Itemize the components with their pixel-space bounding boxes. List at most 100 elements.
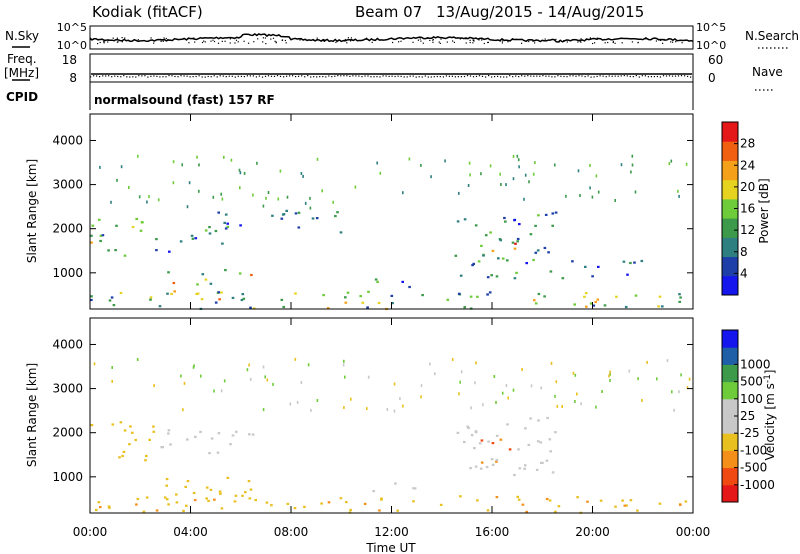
data-cell [486, 293, 489, 296]
data-cell [537, 292, 541, 296]
data-cell [470, 406, 472, 410]
data-cell [589, 302, 593, 305]
noise-search-point [512, 38, 514, 40]
data-cell [238, 272, 242, 275]
noise-search-point [187, 38, 189, 40]
noise-search-point [507, 41, 509, 43]
noise-search-point [592, 42, 594, 45]
noise-search-point [124, 37, 126, 39]
data-cell [186, 438, 189, 441]
velocity-colorbar-tick-label: -500 [740, 461, 767, 475]
nave-point [370, 76, 372, 78]
nave-point [90, 76, 92, 78]
nave-point [650, 76, 652, 78]
nave-point [433, 76, 435, 78]
power-y-ticks: 1000 2000 3000 4000 [52, 133, 693, 280]
nave-point [234, 76, 236, 78]
data-cell [591, 275, 594, 278]
data-cell [482, 403, 484, 407]
data-cell [584, 292, 588, 295]
data-cell [513, 473, 516, 477]
data-cell [551, 471, 555, 474]
nave-point [192, 76, 194, 78]
data-cell [487, 440, 490, 443]
data-cell [523, 464, 527, 467]
data-cell [678, 194, 680, 198]
data-cell [686, 386, 689, 390]
nave-point [144, 75, 146, 77]
nave-point [165, 76, 167, 78]
data-cell [480, 172, 482, 176]
noise-search-point [217, 42, 220, 44]
data-cell [532, 172, 535, 176]
cpid-panel: CPID normalsound (fast) 157 RF [6, 82, 694, 110]
nave-point [258, 75, 260, 77]
data-cell [456, 431, 460, 434]
data-cell [221, 197, 224, 201]
noise-panel: N.Sky 10^5 10^0 10^5 10^0 N.Search [5, 21, 799, 52]
nave-point [270, 75, 273, 77]
nave-point [578, 75, 580, 77]
freq-tick-top: 18 [62, 53, 77, 67]
data-cell [516, 495, 519, 498]
data-cell [439, 503, 443, 506]
velocity-colorbar-tick-label: 1000 [740, 357, 771, 371]
data-cell [499, 239, 502, 242]
velocity-colorbar-label-text: Velocity [m s [763, 383, 777, 460]
data-cell [550, 361, 553, 365]
data-cell [501, 391, 504, 395]
data-cell [231, 296, 235, 299]
x-tick-label: 12:00 [374, 525, 409, 539]
data-cell [633, 261, 636, 264]
nave-point [590, 76, 592, 78]
nave-tick-bottom: 0 [708, 71, 716, 85]
data-cell [680, 373, 682, 377]
data-cell [220, 291, 223, 294]
noise-search-point [478, 39, 480, 41]
data-cell [495, 400, 497, 404]
noise-search-point [660, 39, 662, 41]
noise-search-point [672, 41, 674, 43]
nave-point [292, 75, 294, 77]
nave-point [126, 76, 128, 78]
noise-search-point [412, 41, 414, 43]
noise-search-point [645, 37, 647, 39]
noise-search-point [274, 40, 276, 42]
noise-search-point [97, 43, 99, 45]
data-cell [262, 204, 265, 208]
nave-point [319, 76, 321, 78]
data-cell [361, 301, 365, 304]
data-cell [536, 440, 540, 443]
data-cell [577, 169, 580, 173]
nave-point [243, 76, 245, 78]
data-cell [621, 499, 624, 502]
data-cell [495, 496, 499, 499]
noise-search-point [117, 41, 119, 43]
data-cell [574, 373, 577, 377]
nave-point [436, 75, 438, 78]
data-cell [501, 257, 505, 260]
nave-point [494, 76, 496, 78]
noise-left-tick-top: 10^5 [57, 21, 87, 34]
data-cell [265, 196, 267, 200]
power-y-axis-label: Slant Range [km] [25, 159, 39, 263]
nave-point [189, 76, 191, 78]
data-cell [289, 402, 292, 406]
nave-point [533, 75, 535, 77]
data-cell [343, 406, 345, 410]
nave-point [279, 75, 282, 77]
y-tick-label: 4000 [52, 133, 83, 147]
nave-point [162, 76, 164, 78]
data-cell [121, 454, 124, 458]
nave-point [331, 76, 333, 78]
data-cell [180, 374, 182, 378]
nave-point [301, 75, 303, 77]
data-cell [248, 433, 251, 436]
nave-point [207, 75, 209, 78]
data-cell [140, 221, 144, 224]
nsky-label: N.Sky [5, 29, 39, 43]
noise-search-point [210, 40, 212, 42]
data-cell [111, 423, 115, 426]
data-cell [609, 370, 611, 374]
nave-point [400, 75, 402, 77]
